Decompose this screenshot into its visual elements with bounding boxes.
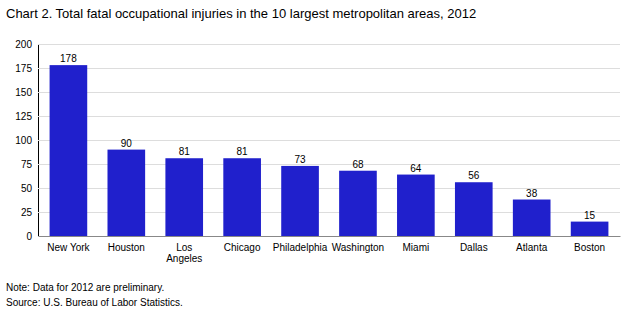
tick: Dallas (460, 242, 488, 253)
tick: Boston (574, 242, 605, 253)
chart: Chart 2. Total fatal occupational injuri… (0, 0, 632, 314)
y-axis: 0 25 50 75 100 125 150 175 200 (15, 39, 620, 242)
tick-label: 125 (15, 111, 32, 122)
axis-line (39, 45, 621, 237)
tick-label: 100 (15, 135, 32, 146)
axis-line (39, 236, 621, 237)
tick-label: Miami (403, 242, 430, 253)
tick-label-line: Los (176, 242, 192, 253)
data-label: 38 (526, 188, 538, 199)
tick: Washington (332, 242, 384, 253)
grid-line (38, 236, 620, 237)
bar (513, 200, 551, 236)
bars (50, 65, 609, 236)
tick: Atlanta (516, 242, 548, 253)
tick: 175 (15, 63, 620, 74)
title: Chart 2. Total fatal occupational injuri… (6, 6, 476, 21)
tick: 100 (15, 135, 620, 146)
data-label: 73 (294, 154, 306, 165)
tick: Philadelphia (273, 242, 328, 253)
bar (281, 166, 319, 236)
tick: 125 (15, 111, 620, 122)
data-label: 68 (352, 159, 364, 170)
data-label: 81 (237, 146, 249, 157)
tick-label: Atlanta (516, 242, 548, 253)
plot: 0 25 50 75 100 125 150 175 200 New York Houston Los… (15, 39, 620, 264)
tick: 150 (15, 87, 620, 98)
tick: 200 (15, 39, 620, 50)
data-label: 178 (60, 53, 77, 64)
data-label: 90 (121, 138, 133, 149)
grid-line (38, 68, 620, 69)
annotation: Note: Data for 2012 are preliminary. (6, 282, 164, 293)
data-label: 64 (410, 163, 422, 174)
bar (165, 158, 203, 236)
tick: Miami (403, 242, 430, 253)
tick-label: Houston (108, 242, 145, 253)
bar (397, 175, 435, 236)
annotation: Source: U.S. Bureau of Labor Statistics. (6, 297, 183, 308)
data-label: 81 (179, 146, 191, 157)
grid-line (38, 44, 620, 45)
tick-label: 50 (21, 183, 33, 194)
grid-line (38, 116, 620, 117)
tick-label: 25 (21, 207, 33, 218)
tick-label: New York (47, 242, 90, 253)
tick-label: 200 (15, 39, 32, 50)
tick-label: 175 (15, 63, 32, 74)
bar (223, 158, 261, 236)
tick-label-line: Angeles (166, 253, 202, 264)
tick: LosAngeles (166, 242, 202, 264)
bar (50, 65, 88, 236)
tick-label: 75 (21, 159, 33, 170)
tick: New York (47, 242, 90, 253)
tick-label: Boston (574, 242, 605, 253)
data-label: 56 (468, 170, 480, 181)
tick-label: Chicago (224, 242, 261, 253)
bar (339, 171, 377, 236)
tick-label: Washington (332, 242, 384, 253)
tick-label: Philadelphia (273, 242, 328, 253)
tick-label: 150 (15, 87, 32, 98)
tick: Houston (108, 242, 145, 253)
grid-line (38, 92, 620, 93)
tick-label: LosAngeles (166, 242, 202, 264)
data-labels: 178 90 81 81 73 68 64 56 38 15 (60, 53, 596, 220)
data-label: 15 (584, 210, 596, 221)
x-axis: New York Houston LosAngeles Chicago Philadel… (39, 237, 621, 265)
tick-label: 0 (26, 231, 32, 242)
tick: Chicago (224, 242, 261, 253)
bar (107, 150, 145, 236)
tick-label: Dallas (460, 242, 488, 253)
bar (571, 222, 609, 236)
bar (455, 182, 493, 236)
